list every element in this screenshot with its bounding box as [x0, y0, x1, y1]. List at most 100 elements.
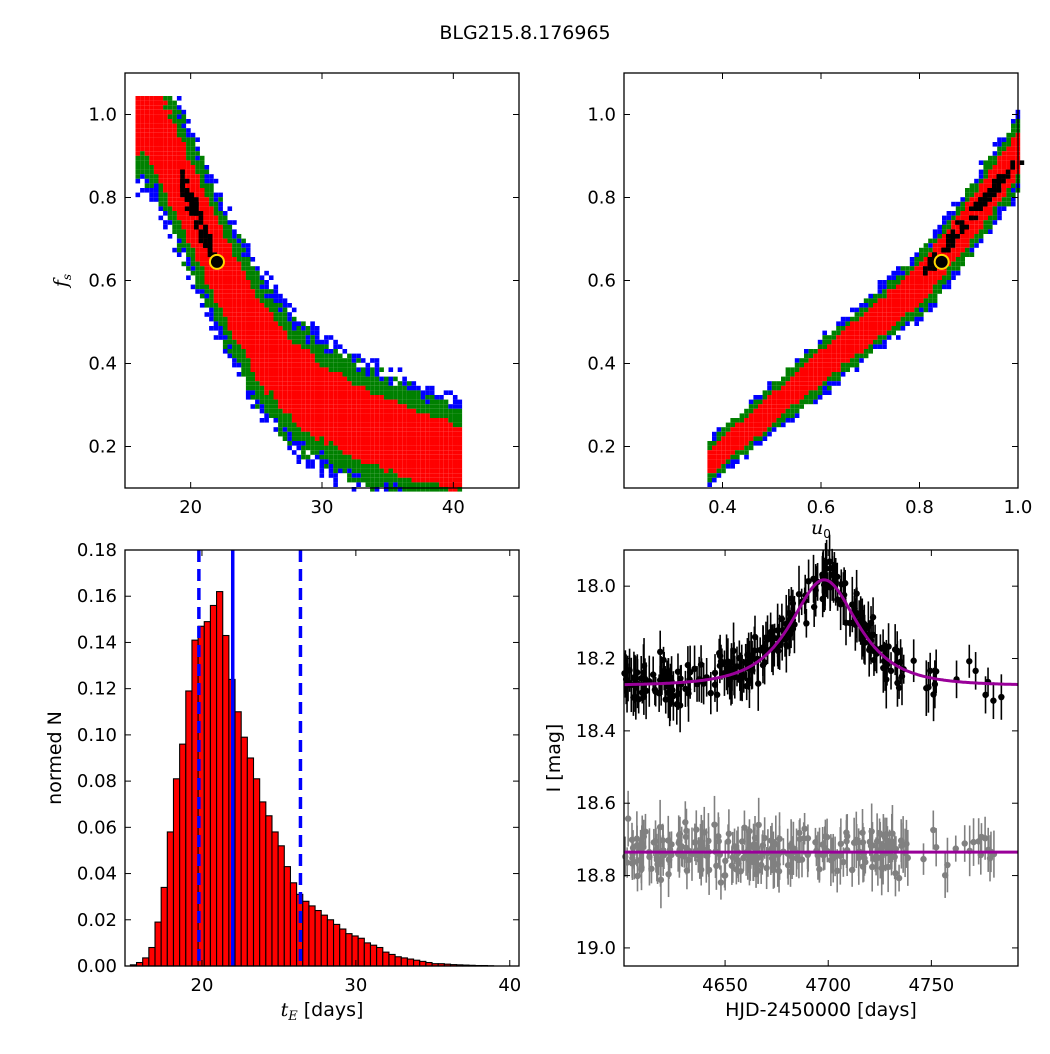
heatmap-cell: [241, 340, 246, 345]
heatmap-cell: [329, 358, 334, 363]
y-tick-label: 0.12: [77, 679, 117, 700]
heatmap-cell: [970, 239, 975, 244]
heatmap-cell: [306, 446, 311, 451]
heatmap-cell: [186, 147, 191, 152]
heatmap-cell: [393, 455, 398, 460]
heatmap-cell: [425, 446, 430, 451]
heatmap-cell: [223, 308, 228, 313]
heatmap-cell: [186, 165, 191, 170]
heatmap-cell: [154, 101, 159, 106]
heatmap-cell: [983, 229, 988, 234]
heatmap-cell: [191, 234, 196, 239]
heatmap-cell: [347, 354, 352, 359]
heatmap-cell: [274, 390, 279, 395]
heatmap-cell: [430, 413, 435, 418]
heatmap-cell: [324, 354, 329, 359]
heatmap-cell: [338, 363, 343, 368]
heatmap-cell: [324, 340, 329, 345]
heatmap-cell: [841, 354, 846, 359]
heatmap-cell: [868, 344, 873, 349]
heatmap-cell: [251, 294, 256, 299]
heatmap-cell: [974, 239, 979, 244]
heatmap-cell: [297, 432, 302, 437]
heatmap-cell: [140, 119, 145, 124]
heatmap-cell: [343, 381, 348, 386]
heatmap-cell: [398, 381, 403, 386]
heatmap-cell: [366, 441, 371, 446]
heatmap-cell: [721, 441, 726, 446]
heatmap-cell: [269, 381, 274, 386]
heatmap-cell: [200, 160, 205, 165]
heatmap-cell: [398, 400, 403, 405]
heatmap-cell: [163, 156, 168, 161]
histogram-bar: [401, 958, 407, 966]
heatmap-cell: [398, 459, 403, 464]
heatmap-cell: [717, 427, 722, 432]
heatmap-cell: [878, 303, 883, 308]
heatmap-cell: [149, 124, 154, 129]
data-point: [717, 653, 723, 659]
heatmap-cell: [356, 427, 361, 432]
heatmap-cell: [827, 354, 832, 359]
heatmap-cell: [458, 400, 463, 405]
heatmap-cell: [241, 308, 246, 313]
heatmap-cell: [292, 326, 297, 331]
heatmap-cell: [799, 386, 804, 391]
data-point: [697, 857, 703, 863]
heatmap-cell: [827, 390, 832, 395]
heatmap-cell: [402, 441, 407, 446]
heatmap-cell: [855, 363, 860, 368]
heatmap-cell: [260, 335, 265, 340]
heatmap-cell: [370, 381, 375, 386]
heatmap-cell: [425, 400, 430, 405]
heatmap-cell: [730, 436, 735, 441]
heatmap-cell: [412, 395, 417, 400]
heatmap-cell: [237, 321, 242, 326]
data-point: [972, 668, 978, 674]
heatmap-cell: [425, 395, 430, 400]
heatmap-cell: [458, 404, 463, 409]
heatmap-cell: [251, 363, 256, 368]
heatmap-cell: [189, 193, 194, 198]
heatmap-cell: [237, 262, 242, 267]
heatmap-cell: [352, 459, 357, 464]
heatmap-cell: [813, 381, 818, 386]
heatmap-cell: [264, 271, 269, 276]
heatmap-cell: [956, 239, 961, 244]
heatmap-cell: [444, 450, 449, 455]
heatmap-cell: [154, 124, 159, 129]
heatmap-cell: [251, 298, 256, 303]
heatmap-cell: [1006, 193, 1011, 198]
heatmap-cell: [347, 363, 352, 368]
heatmap-cell: [878, 317, 883, 322]
heatmap-cell: [453, 436, 458, 441]
heatmap-cell: [970, 229, 975, 234]
heatmap-cell: [412, 400, 417, 405]
heatmap-cell: [251, 331, 256, 336]
heatmap-cell: [347, 390, 352, 395]
heatmap-cell: [278, 395, 283, 400]
heatmap-cell: [421, 450, 426, 455]
heatmap-cell: [292, 349, 297, 354]
heatmap-cell: [891, 326, 896, 331]
heatmap-cell: [232, 335, 237, 340]
heatmap-cell: [149, 133, 154, 138]
data-point: [894, 680, 900, 686]
heatmap-cell: [726, 427, 731, 432]
heatmap-cell: [172, 128, 177, 133]
heatmap-cell: [439, 432, 444, 437]
heatmap-cell: [343, 386, 348, 391]
heatmap-cell: [772, 381, 777, 386]
heatmap-cell: [237, 363, 242, 368]
heatmap-cell: [951, 225, 956, 230]
heatmap-cell: [251, 275, 256, 280]
heatmap-cell: [343, 400, 348, 405]
heatmap-cell: [947, 225, 952, 230]
heatmap-cell: [896, 280, 901, 285]
heatmap-cell: [841, 344, 846, 349]
heatmap-cell: [310, 395, 315, 400]
heatmap-cell: [214, 298, 219, 303]
heatmap-cell: [292, 450, 297, 455]
heatmap-cell: [283, 340, 288, 345]
heatmap-cell: [347, 478, 352, 483]
